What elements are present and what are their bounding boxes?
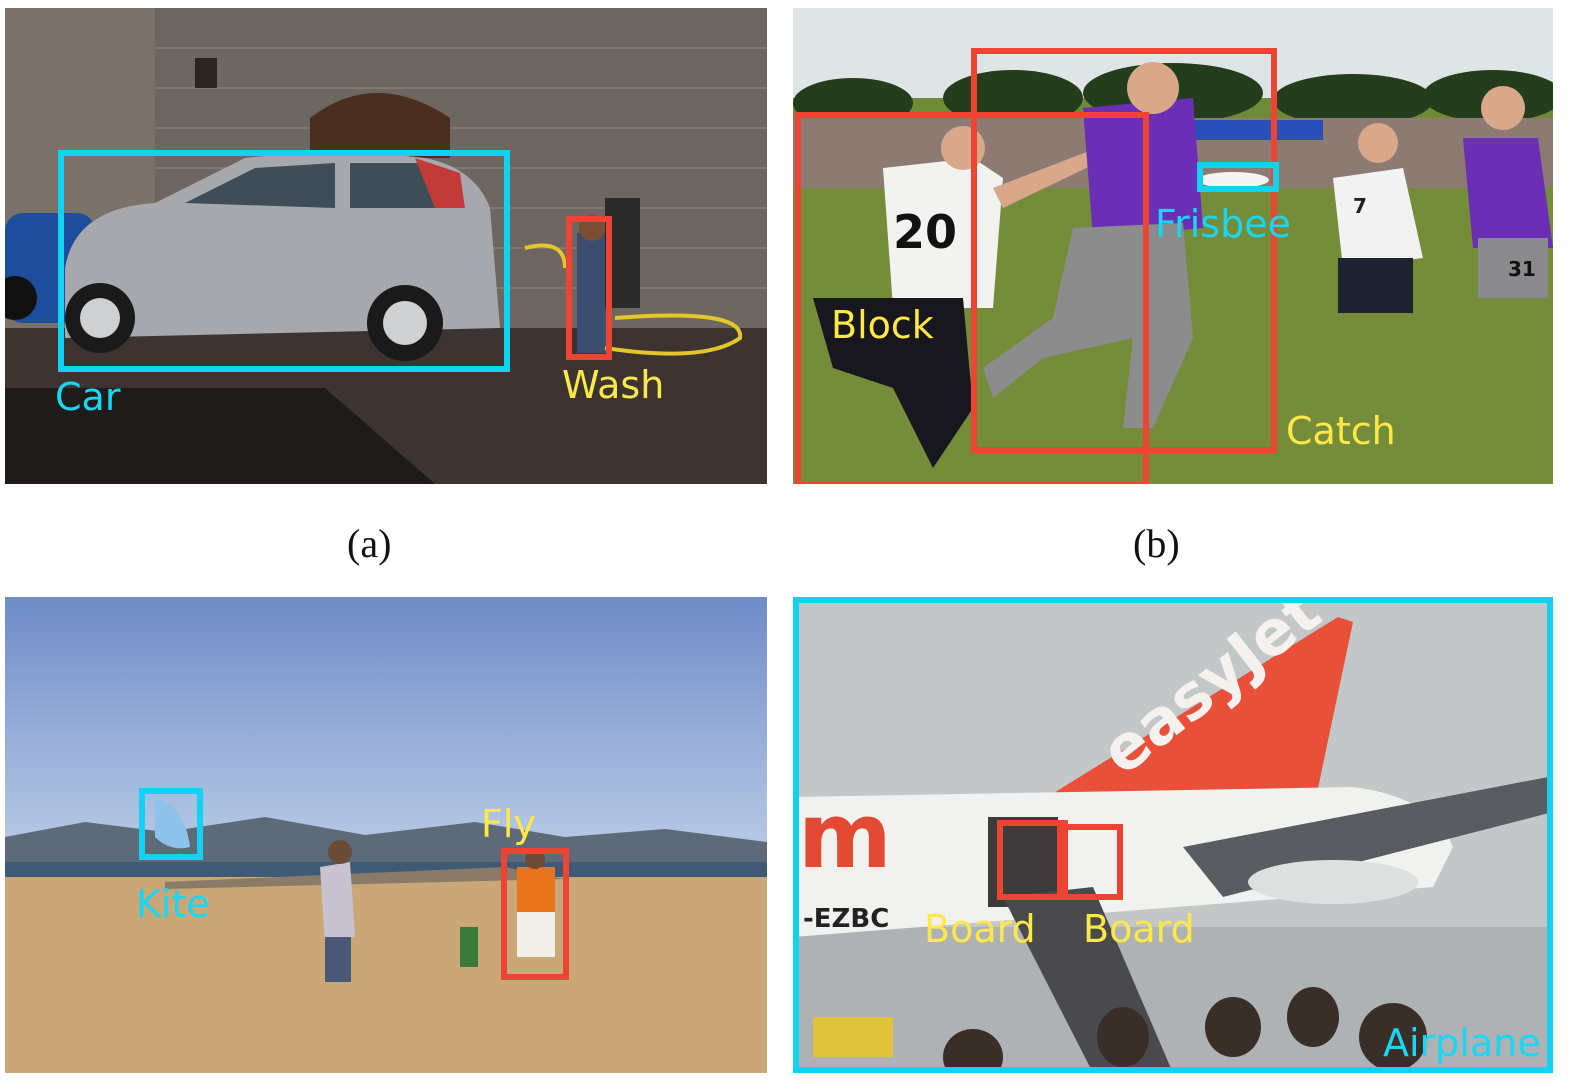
- caption-a: (a): [347, 521, 392, 566]
- svg-text:7: 7: [1353, 194, 1367, 218]
- panel-b-frisbee-game: 20 7 31 Block Catch Frisbee: [793, 8, 1553, 484]
- board-1-label: Board: [924, 907, 1036, 951]
- car-bounding-box: [58, 150, 510, 372]
- block-label: Block: [831, 303, 934, 347]
- svg-text:m: m: [798, 784, 892, 889]
- airplane-bounding-box: [793, 597, 1553, 1073]
- kite-bounding-box: [139, 788, 203, 860]
- frisbee-bounding-box: [1197, 162, 1279, 192]
- frisbee-label: Frisbee: [1155, 202, 1291, 246]
- board-2-label: Board: [1083, 907, 1195, 951]
- svg-text:31: 31: [1508, 257, 1536, 281]
- board-2-bounding-box: [1057, 824, 1123, 900]
- panel-c-scene: [5, 597, 767, 1073]
- caption-b: (b): [1133, 521, 1180, 566]
- fly-bounding-box: [501, 848, 569, 980]
- wash-bounding-box: [566, 216, 612, 360]
- panel-a-car-wash: Car Wash: [5, 8, 767, 484]
- panel-d-airplane-boarding: easyJet m -EZBC Board Board Airplane: [793, 597, 1553, 1073]
- svg-text:20: 20: [893, 205, 957, 259]
- panel-b-scene: 20 7 31: [793, 8, 1553, 484]
- kite-label: Kite: [136, 882, 210, 926]
- panel-c-kite-beach: Kite Fly: [5, 597, 767, 1073]
- panel-a-scene: [5, 8, 767, 484]
- svg-text:-EZBC: -EZBC: [803, 904, 889, 934]
- catch-label: Catch: [1286, 409, 1396, 453]
- fly-label: Fly: [481, 802, 536, 846]
- car-label: Car: [55, 375, 121, 419]
- catch-bounding-box: [971, 48, 1277, 453]
- airplane-label: Airplane: [1383, 1021, 1541, 1065]
- wash-label: Wash: [562, 363, 665, 407]
- board-1-bounding-box: [997, 820, 1068, 900]
- panel-d-scene: easyJet m -EZBC: [793, 597, 1553, 1073]
